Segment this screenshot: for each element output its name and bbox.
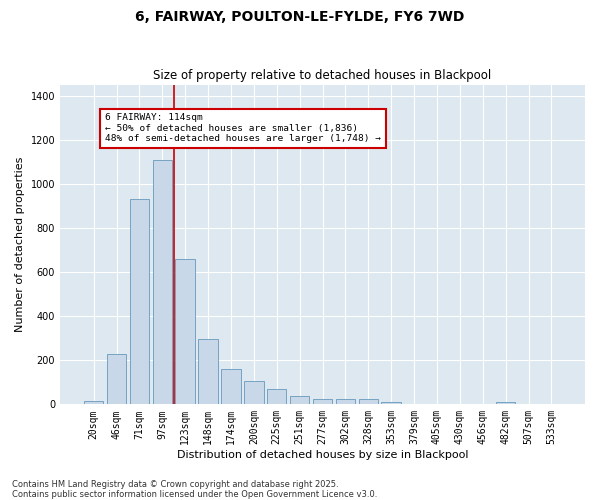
Bar: [199, 340, 218, 404]
Bar: [84, 401, 103, 404]
Bar: [175, 259, 195, 404]
Text: 6, FAIRWAY, POULTON-LE-FYLDE, FY6 7WD: 6, FAIRWAY, POULTON-LE-FYLDE, FY6 7WD: [136, 10, 464, 24]
Bar: [152, 160, 172, 404]
Bar: [359, 400, 378, 404]
X-axis label: Distribution of detached houses by size in Blackpool: Distribution of detached houses by size …: [177, 450, 468, 460]
Text: 6 FAIRWAY: 114sqm
← 50% of detached houses are smaller (1,836)
48% of semi-detac: 6 FAIRWAY: 114sqm ← 50% of detached hous…: [105, 113, 381, 143]
Title: Size of property relative to detached houses in Blackpool: Size of property relative to detached ho…: [154, 69, 491, 82]
Text: Contains HM Land Registry data © Crown copyright and database right 2025.
Contai: Contains HM Land Registry data © Crown c…: [12, 480, 377, 499]
Bar: [313, 399, 332, 404]
Bar: [496, 402, 515, 404]
Bar: [290, 396, 310, 404]
Bar: [107, 354, 126, 405]
Bar: [382, 402, 401, 404]
Bar: [221, 370, 241, 404]
Y-axis label: Number of detached properties: Number of detached properties: [15, 157, 25, 332]
Bar: [335, 400, 355, 404]
Bar: [130, 199, 149, 404]
Bar: [267, 389, 286, 404]
Bar: [244, 380, 263, 404]
